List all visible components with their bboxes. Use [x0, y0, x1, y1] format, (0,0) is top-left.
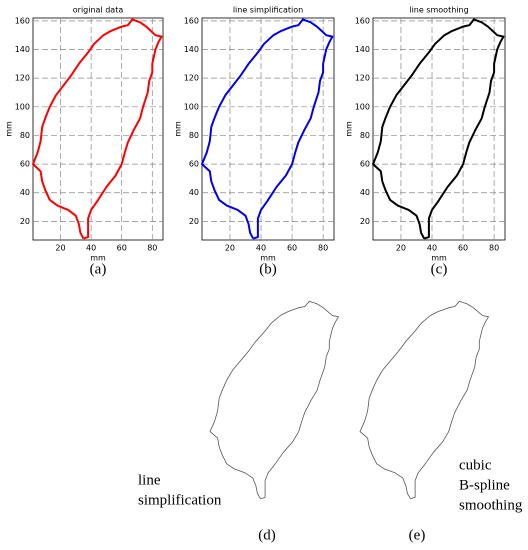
- y-tick-label: 120: [355, 74, 370, 83]
- y-tick-label: 100: [184, 102, 199, 111]
- plot-area: [32, 17, 164, 241]
- caption: (c): [431, 261, 448, 277]
- y-tick-label: 40: [360, 188, 370, 197]
- x-axis-label: mm: [90, 254, 106, 263]
- outline: [209, 300, 339, 500]
- y-tick-label: 60: [360, 160, 370, 169]
- y-tick-label: 160: [15, 16, 30, 25]
- chart-title: original data: [73, 6, 124, 15]
- caption: (d): [258, 527, 276, 543]
- x-tick-label: 60: [117, 244, 127, 253]
- y-tick-label: 120: [15, 74, 30, 83]
- y-tick-label: 40: [20, 188, 30, 197]
- plot-area: [201, 17, 335, 241]
- x-tick-label: 40: [86, 244, 96, 253]
- y-tick-label: 80: [20, 131, 30, 140]
- outline: [32, 18, 163, 240]
- annotation: smoothing: [459, 497, 523, 513]
- annotation: simplification: [138, 492, 222, 508]
- outline: [372, 18, 505, 240]
- y-axis-label: mm: [345, 121, 354, 137]
- plot-area: [372, 17, 506, 241]
- y-tick-label: 120: [184, 74, 199, 83]
- y-tick-label: 60: [20, 160, 30, 169]
- x-tick-label: 20: [55, 244, 65, 253]
- y-tick-label: 160: [184, 16, 199, 25]
- y-tick-label: 60: [189, 160, 199, 169]
- outline: [201, 18, 334, 240]
- y-tick-label: 80: [189, 131, 199, 140]
- outline: [359, 300, 489, 500]
- y-tick-label: 100: [355, 102, 370, 111]
- x-axis-label: mm: [431, 254, 447, 263]
- caption: (a): [90, 261, 107, 277]
- x-tick-label: 60: [287, 244, 297, 253]
- x-tick-label: 80: [318, 244, 328, 253]
- x-tick-label: 80: [489, 244, 499, 253]
- x-tick-label: 60: [458, 244, 468, 253]
- annotation: cubic: [459, 457, 492, 473]
- y-tick-label: 20: [189, 217, 199, 226]
- chart-title: line smoothing: [409, 6, 468, 15]
- y-tick-label: 140: [15, 45, 30, 54]
- y-tick-label: 140: [184, 45, 199, 54]
- y-tick-label: 80: [360, 131, 370, 140]
- annotation: line: [138, 472, 161, 488]
- y-axis-label: mm: [5, 121, 14, 137]
- y-tick-label: 100: [15, 102, 30, 111]
- y-tick-label: 140: [355, 45, 370, 54]
- x-tick-label: 40: [427, 244, 437, 253]
- y-axis-label: mm: [174, 121, 183, 137]
- y-tick-label: 20: [20, 217, 30, 226]
- x-tick-label: 20: [225, 244, 235, 253]
- x-tick-label: 20: [396, 244, 406, 253]
- x-tick-label: 80: [147, 244, 157, 253]
- y-tick-label: 20: [360, 217, 370, 226]
- caption: (e): [409, 527, 426, 543]
- annotation: B-spline: [459, 477, 510, 493]
- y-tick-label: 40: [189, 188, 199, 197]
- y-tick-label: 160: [355, 16, 370, 25]
- caption: (b): [259, 261, 277, 277]
- x-axis-label: mm: [260, 254, 276, 263]
- x-tick-label: 40: [256, 244, 266, 253]
- chart-title: line simplification: [233, 6, 303, 15]
